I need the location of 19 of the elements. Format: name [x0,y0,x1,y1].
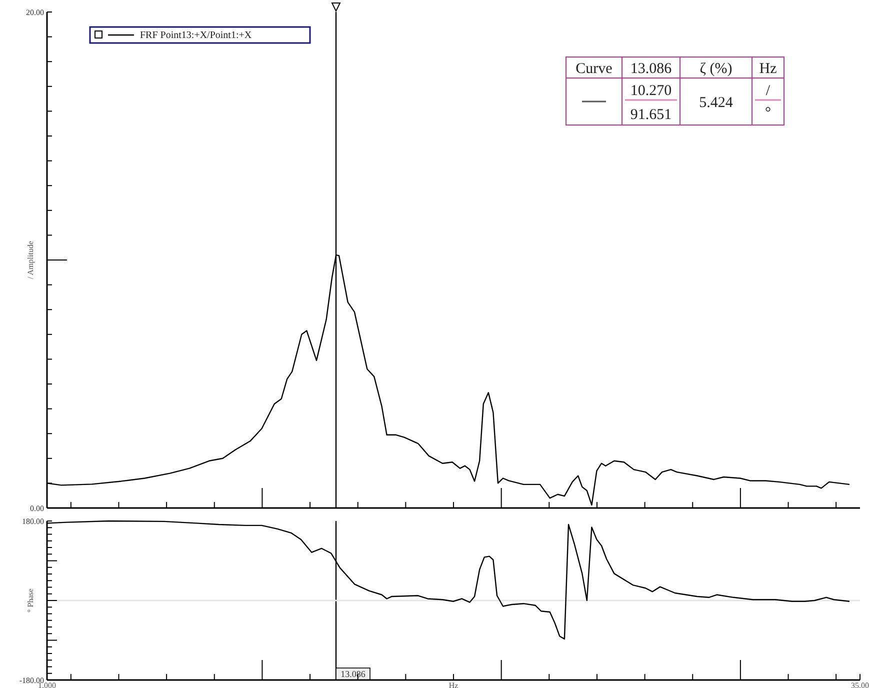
annotation: ° [765,105,771,121]
annotation: / [766,83,771,99]
y-axis-title: / Amplitude [26,240,35,279]
y-tick-label: 0.00 [30,504,44,513]
y-axis-title: ° Phase [26,588,35,612]
annotation: 5.424 [699,95,734,111]
annotation: Hz [759,61,778,77]
legend-label: FRF Point13:+X/Point1:+X [140,30,252,41]
x-axis-title: Hz [448,681,459,688]
x-tick-label: 35.00 [851,681,869,688]
annotation: 91.651 [630,107,672,123]
annotation: 13.086 [630,61,672,77]
ref-line-label: 13.086 [340,669,366,679]
annotation: 10.270 [630,83,672,99]
y-tick-label: -180.00 [19,676,44,685]
annotation: Curve [576,61,613,77]
y-tick-label: 180.00 [22,516,44,526]
y-tick-label: 20.00 [26,8,44,17]
annotation: ζ (%) [700,61,732,77]
